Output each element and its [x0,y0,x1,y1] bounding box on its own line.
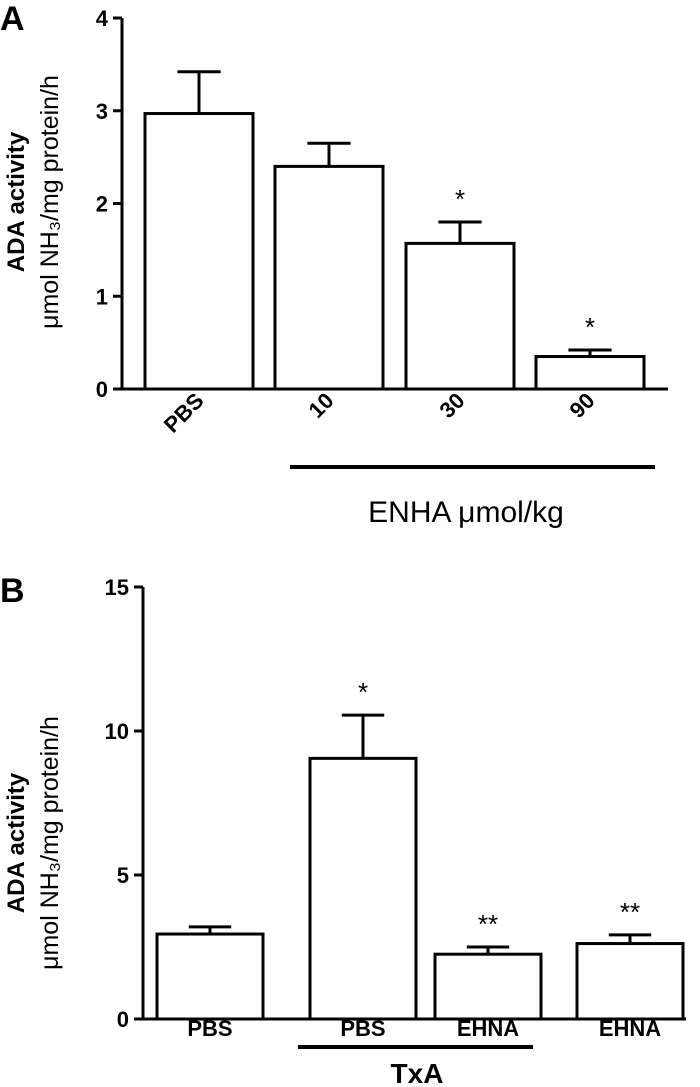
significance-marker: * [585,312,595,342]
significance-marker: ** [620,897,640,927]
y-axis-label-units-b: μmol NH₃/mg protein/h [36,716,64,970]
y-tick-label: 0 [96,377,108,402]
bar [155,932,265,1021]
group-label-a: ENHA μmol/kg [368,496,564,529]
panel-b: B ADA activity μmol NH₃/mg protein/h 0 5 1… [0,572,686,1087]
category-label: 30 [435,388,470,423]
bar [308,756,418,1021]
category-label: 90 [565,388,600,423]
bar [575,942,685,1021]
y-tick-label: 5 [117,863,129,888]
y-axis-label-title-a: ADA activity [3,131,30,272]
category-label: EHNA [599,1016,661,1041]
y-tick-label: 4 [96,6,109,31]
bar [143,112,255,391]
category-label: EHNA [457,1016,519,1041]
significance-marker: * [358,677,368,707]
y-tick-label: 0 [117,1007,129,1032]
y-ticks-b: 0 5 10 15 [105,575,143,1032]
bars-a: ** [143,70,646,391]
category-label: PBS [159,388,209,438]
y-tick-label: 2 [96,192,108,217]
panel-a: A ADA activity μmol NH₃/mg protein/h 0 1 2… [0,0,668,529]
panel-letter-b: B [0,572,25,610]
bar [404,241,516,391]
bar [273,164,385,391]
y-axis-label-units-a: μmol NH₃/mg protein/h [36,75,64,329]
y-tick-label: 3 [96,99,108,124]
y-axis-label-title-b: ADA activity [3,772,30,913]
bar [534,355,646,391]
y-tick-label: 1 [96,284,108,309]
group-label-b: TxA [391,1058,444,1087]
category-label: PBS [340,1016,385,1041]
panel-letter-a: A [0,0,25,38]
bar [433,952,543,1021]
category-label: PBS [187,1016,232,1041]
y-tick-label: 15 [105,575,129,600]
category-label: 10 [304,388,339,423]
y-tick-label: 10 [105,719,129,744]
significance-marker: ** [478,909,498,939]
category-labels-a: PBS 10 30 90 [159,388,600,438]
y-ticks-a: 0 1 2 3 4 [96,6,122,402]
bars-b: *** ** [155,677,685,1021]
significance-marker: * [455,184,465,214]
category-labels-b: PBS PBS EHNA EHNA [187,1016,661,1041]
